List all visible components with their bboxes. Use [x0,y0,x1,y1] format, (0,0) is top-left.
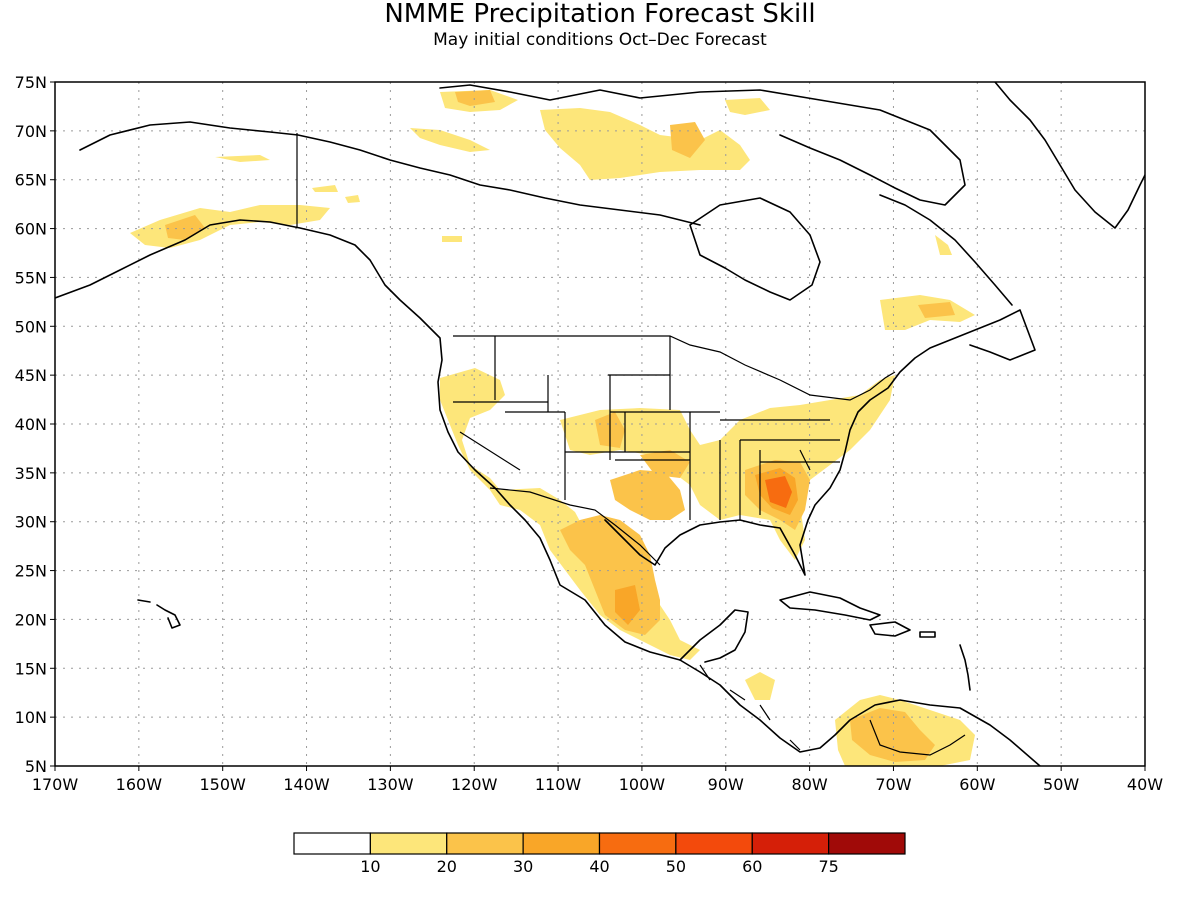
border-us-mexico [489,487,661,566]
coast-lesser-antilles [959,644,971,691]
lon-tick-label: 40W [1127,775,1163,794]
shade-ga-core [765,476,792,508]
map-title: NMME Precipitation Forecast Skill [384,0,815,29]
coast-alaska-north [79,121,701,226]
colorbar-box [446,832,524,855]
lon-tick-label: 150W [200,775,247,794]
colorbar-box [293,832,371,855]
shade-central-america [745,672,775,700]
coast-puerto-rico [919,631,936,638]
colorbar-box [751,832,830,855]
lat-tick-label: 35N [15,464,47,483]
lat-tick-label: 5N [25,757,47,776]
skill-shading-40-50 [765,476,792,508]
shade-baffin [725,98,770,115]
lon-tick-label: 50W [1043,775,1079,794]
shade-sa-dark [850,708,935,762]
colorbar-boxes [293,832,906,855]
shade-arctic-west [410,128,490,152]
lon-tick-label: 110W [535,775,582,794]
colorbar-label: 50 [666,857,686,876]
shade-labrador [935,235,952,255]
lon-tick-label: 100W [619,775,666,794]
coast-hawaii [137,599,181,629]
border-states-b [453,374,840,471]
colorbar-label: 20 [437,857,457,876]
lon-tick-label: 170W [32,775,79,794]
longitude-ticks [54,766,1146,771]
border-states-a [494,336,811,520]
lat-tick-label: 25N [15,562,47,581]
latitude-ticks [50,81,55,767]
shade-arctic-islands-dark [455,90,495,106]
colorbar: 10 20 30 40 50 60 75 [293,832,906,876]
lat-tick-label: 65N [15,171,47,190]
shade-arctic-center [540,108,750,180]
lon-tick-label: 160W [116,775,163,794]
shade-ks [640,450,690,478]
colorbar-label: 40 [589,857,609,876]
coast-north-america [55,219,1041,766]
coast-cuba [779,591,881,621]
lon-tick-label: 70W [875,775,911,794]
lat-tick-label: 40N [15,415,47,434]
lat-tick-label: 60N [15,220,47,239]
shade-central-us [560,375,895,560]
colorbar-label: 30 [513,857,533,876]
coast-gulf [604,309,1036,576]
colorbar-box [522,832,601,855]
lat-tick-label: 30N [15,513,47,532]
shade-mexico-core [615,585,640,625]
colorbar-box [598,832,677,855]
border-central-america [699,664,801,751]
lat-tick-label: 55N [15,268,47,287]
colorbar-label: 75 [818,857,838,876]
colorbar-box [828,832,906,855]
coast-labrador [879,194,1013,306]
shade-bc [442,236,462,242]
border-us-canada [453,335,896,401]
longitude-axis-labels: 170W 160W 150W 140W 130W 120W 110W 100W 90W 80W 70… [32,775,1163,794]
shade-ne-canada-dark [918,302,955,318]
map-subtitle: May initial conditions Oct–Dec Forecast [433,30,767,50]
lon-tick-label: 140W [283,775,330,794]
colorbar-box [369,832,448,855]
lon-tick-label: 120W [451,775,498,794]
colorbar-label: 10 [360,857,380,876]
lat-tick-label: 70N [15,122,47,141]
colorbar-labels: 10 20 30 40 50 60 75 [360,857,839,876]
colorbar-box [675,832,753,855]
coast-greenland [994,82,1145,229]
coast-hudson [689,197,821,301]
shade-yukon [312,185,338,192]
coastlines [55,82,1145,766]
lat-tick-label: 75N [15,73,47,92]
lon-tick-label: 130W [367,775,414,794]
lat-tick-label: 10N [15,708,47,727]
latitude-axis-labels: 75N 70N 65N 60N 55N 50N 45N 40N 35N 30N 25N 20N 15N 1… [15,73,47,776]
colorbar-label: 60 [742,857,762,876]
shade-alaska-north [215,155,270,162]
political-boundaries [296,133,966,756]
coast-yucatan [679,609,749,663]
lat-tick-label: 50N [15,317,47,336]
lon-tick-label: 60W [959,775,995,794]
lat-tick-label: 20N [15,610,47,629]
coast-arctic-archipelago [439,84,966,206]
lat-tick-label: 45N [15,366,47,385]
coast-hispaniola [869,621,911,637]
border-south-america [869,719,966,756]
lon-tick-label: 80W [792,775,828,794]
lat-tick-label: 15N [15,659,47,678]
shade-yukon-2 [345,195,360,203]
shade-texas [610,470,685,520]
lon-tick-label: 90W [708,775,744,794]
